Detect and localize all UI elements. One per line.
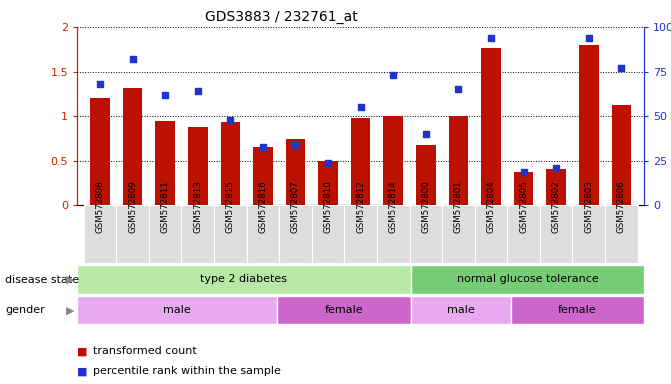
Text: GSM572805: GSM572805 bbox=[519, 180, 528, 233]
Point bbox=[127, 56, 138, 62]
Bar bbox=[377, 205, 409, 263]
Text: GSM572802: GSM572802 bbox=[552, 180, 561, 233]
Point bbox=[225, 117, 236, 123]
Text: male: male bbox=[447, 305, 474, 315]
Bar bbox=[411, 265, 644, 294]
Bar bbox=[214, 205, 247, 263]
Bar bbox=[286, 139, 305, 205]
Bar bbox=[116, 205, 149, 263]
Point bbox=[193, 88, 203, 94]
Bar bbox=[411, 296, 511, 324]
Point bbox=[616, 65, 627, 71]
Bar bbox=[277, 296, 411, 324]
Text: GSM572810: GSM572810 bbox=[323, 180, 333, 233]
Point bbox=[356, 104, 366, 110]
Text: GSM572801: GSM572801 bbox=[454, 180, 463, 233]
Bar bbox=[312, 205, 344, 263]
Bar bbox=[149, 205, 181, 263]
Text: type 2 diabetes: type 2 diabetes bbox=[201, 274, 287, 285]
Text: ▶: ▶ bbox=[66, 275, 74, 285]
Bar bbox=[188, 127, 207, 205]
Point bbox=[95, 81, 105, 87]
Bar bbox=[514, 172, 533, 205]
Bar bbox=[279, 205, 312, 263]
Text: GSM572814: GSM572814 bbox=[389, 180, 398, 233]
Bar bbox=[221, 122, 240, 205]
Text: female: female bbox=[558, 305, 597, 315]
Point bbox=[388, 72, 399, 78]
Bar bbox=[474, 205, 507, 263]
Bar bbox=[449, 116, 468, 205]
Text: female: female bbox=[325, 305, 363, 315]
Bar bbox=[351, 118, 370, 205]
Text: normal glucose tolerance: normal glucose tolerance bbox=[456, 274, 599, 285]
Bar bbox=[253, 147, 272, 205]
Bar bbox=[572, 205, 605, 263]
Text: GSM572808: GSM572808 bbox=[95, 180, 105, 233]
Text: GSM572806: GSM572806 bbox=[617, 180, 626, 233]
Bar bbox=[540, 205, 572, 263]
Text: ▶: ▶ bbox=[66, 305, 74, 315]
Bar bbox=[77, 296, 277, 324]
Text: percentile rank within the sample: percentile rank within the sample bbox=[93, 366, 280, 376]
Point bbox=[453, 86, 464, 93]
Bar bbox=[546, 169, 566, 205]
Bar bbox=[247, 205, 279, 263]
Bar bbox=[611, 106, 631, 205]
Bar bbox=[416, 145, 435, 205]
Point bbox=[323, 159, 333, 166]
Bar bbox=[507, 205, 540, 263]
Point bbox=[518, 169, 529, 175]
Bar bbox=[481, 48, 501, 205]
Text: GSM572809: GSM572809 bbox=[128, 180, 137, 233]
Point bbox=[551, 165, 562, 171]
Text: GDS3883 / 232761_at: GDS3883 / 232761_at bbox=[205, 10, 358, 23]
Text: ■: ■ bbox=[77, 366, 88, 376]
Text: ■: ■ bbox=[77, 346, 88, 356]
Text: GSM572807: GSM572807 bbox=[291, 180, 300, 233]
Point bbox=[583, 35, 594, 41]
Bar bbox=[344, 205, 377, 263]
Bar bbox=[123, 88, 142, 205]
Text: GSM572812: GSM572812 bbox=[356, 180, 365, 233]
Bar bbox=[605, 205, 637, 263]
Text: GSM572803: GSM572803 bbox=[584, 180, 593, 233]
Point bbox=[290, 142, 301, 148]
Bar bbox=[511, 296, 644, 324]
Bar bbox=[156, 121, 175, 205]
Point bbox=[421, 131, 431, 137]
Text: GSM572811: GSM572811 bbox=[160, 180, 170, 233]
Bar bbox=[181, 205, 214, 263]
Bar bbox=[442, 205, 474, 263]
Point bbox=[160, 92, 170, 98]
Bar bbox=[84, 205, 116, 263]
Bar bbox=[77, 265, 411, 294]
Text: GSM572804: GSM572804 bbox=[486, 180, 495, 233]
Text: disease state: disease state bbox=[5, 275, 79, 285]
Point bbox=[258, 144, 268, 150]
Text: male: male bbox=[163, 305, 191, 315]
Text: transformed count: transformed count bbox=[93, 346, 197, 356]
Text: gender: gender bbox=[5, 305, 45, 315]
Bar bbox=[579, 45, 599, 205]
Point bbox=[486, 35, 497, 41]
Text: GSM572800: GSM572800 bbox=[421, 180, 430, 233]
Text: GSM572815: GSM572815 bbox=[226, 180, 235, 233]
Bar bbox=[409, 205, 442, 263]
Bar bbox=[383, 116, 403, 205]
Text: GSM572816: GSM572816 bbox=[258, 180, 268, 233]
Bar bbox=[90, 98, 110, 205]
Bar bbox=[318, 161, 338, 205]
Text: GSM572813: GSM572813 bbox=[193, 180, 202, 233]
